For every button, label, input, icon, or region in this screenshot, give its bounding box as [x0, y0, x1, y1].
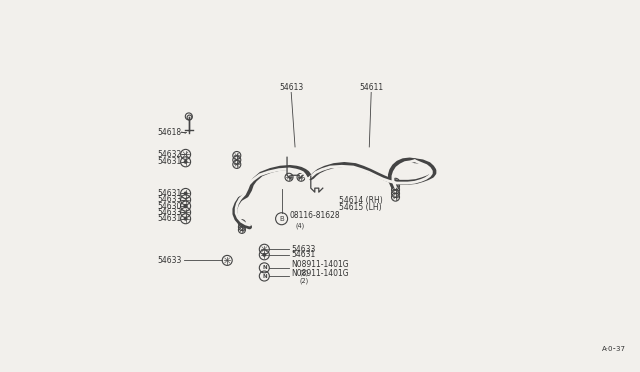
- Text: 54631: 54631: [157, 157, 182, 166]
- Text: 54618: 54618: [157, 128, 182, 137]
- Text: 08116-81628: 08116-81628: [290, 211, 340, 220]
- Text: (4): (4): [296, 222, 305, 229]
- Text: 54611: 54611: [359, 83, 383, 92]
- Text: N: N: [262, 273, 267, 279]
- Text: 54633: 54633: [157, 256, 182, 265]
- Text: 54633: 54633: [157, 195, 182, 204]
- Text: A·0⁃37: A·0⁃37: [602, 346, 626, 352]
- Text: (2): (2): [300, 270, 308, 276]
- Text: 54631: 54631: [157, 214, 182, 223]
- Text: 54633: 54633: [291, 245, 316, 254]
- Text: N08911-1401G: N08911-1401G: [291, 260, 349, 269]
- Circle shape: [184, 161, 187, 163]
- Text: 54630: 54630: [157, 202, 182, 211]
- Text: (2): (2): [300, 278, 308, 284]
- Text: 54631: 54631: [157, 189, 182, 198]
- Circle shape: [263, 254, 266, 256]
- Circle shape: [184, 218, 187, 220]
- Text: 54633: 54633: [157, 208, 182, 217]
- Text: 54614 (RH): 54614 (RH): [339, 196, 383, 205]
- Circle shape: [184, 205, 187, 208]
- Text: 54632: 54632: [157, 150, 182, 159]
- Circle shape: [184, 192, 187, 195]
- Text: N08911-1401G: N08911-1401G: [291, 269, 349, 278]
- Text: 54613: 54613: [279, 83, 303, 92]
- Text: B: B: [279, 216, 284, 222]
- Text: 54631: 54631: [291, 250, 316, 259]
- Text: 54615 (LH): 54615 (LH): [339, 203, 382, 212]
- Text: N: N: [262, 265, 267, 270]
